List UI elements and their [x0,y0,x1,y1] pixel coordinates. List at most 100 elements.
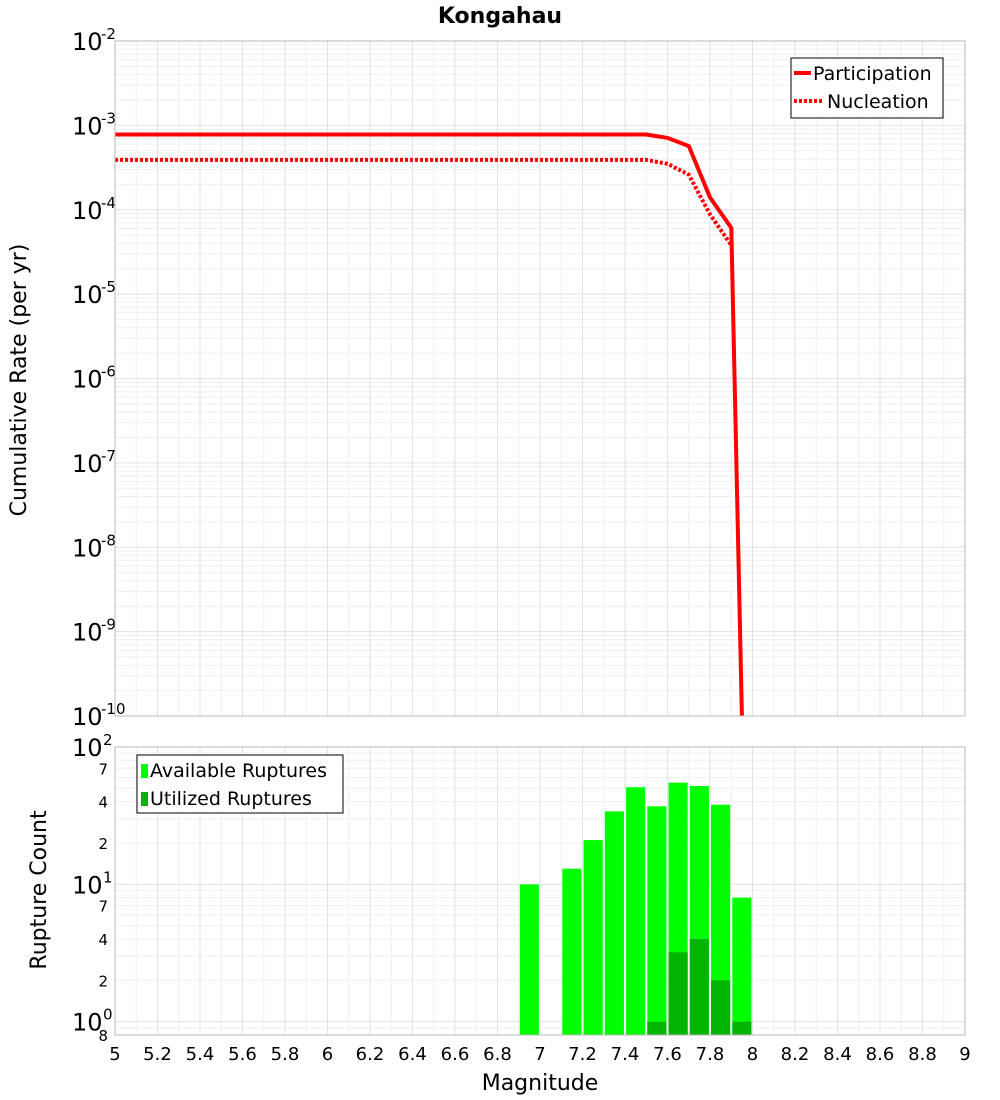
top-y-tick-label: 10-10 [72,700,126,731]
legend-utilized-label: Utilized Ruptures [150,788,312,810]
x-axis-label: Magnitude [482,1071,599,1096]
top-y-tick-label: 10-4 [72,194,116,225]
x-tick-label: 8.6 [866,1044,895,1065]
bottom-y-tick-exp: 2 [103,731,113,749]
available-bar [711,804,731,1035]
top-y-tick-exp: -2 [101,25,116,43]
x-tick-label: 7.2 [568,1044,597,1065]
bottom-y-minor-tick: 4 [98,794,108,812]
bottom-y-minor-tick: 8 [98,1027,108,1045]
available-bar [626,787,646,1035]
x-tick-label: 6.8 [483,1044,512,1065]
bottom-y-major-tick: 10 1 [72,868,113,899]
x-tick-label: 8.4 [823,1044,852,1065]
bottom-y-tick-base: 10 [72,734,103,762]
legend-nucleation-label: Nucleation [827,91,929,113]
top-y-tick-label: 10-5 [72,278,116,309]
x-tick-label: 6.6 [441,1044,470,1065]
bottom-y-minor-tick: 7 [98,760,108,778]
bottom-y-minor-tick: 4 [98,931,108,949]
top-y-tick-label: 10-3 [72,109,116,140]
top-y-tick-exp: -9 [101,616,116,634]
x-tick-label: 7.8 [696,1044,725,1065]
top-y-tick-exp: -10 [101,700,126,718]
x-tick-label: 5 [109,1044,120,1065]
utilized-bar [668,952,688,1035]
bottom-y-major-tick: 10 0 [72,1006,113,1037]
bottom-y-minor-tick: 7 [98,898,108,916]
top-legend: Participation Nucleation [790,57,944,119]
bottom-y-tick-exp: 0 [103,1006,113,1024]
top-y-ticks: 10-210-310-410-510-610-710-810-910-10 [72,25,126,731]
x-tick-label: 6.2 [356,1044,385,1065]
x-tick-label: 8.8 [908,1044,937,1065]
top-series [115,132,744,717]
utilized-bar [689,939,709,1035]
series-nucleation-line [115,157,733,247]
top-y-tick-exp: -3 [101,109,116,127]
top-y-tick-base: 10 [72,450,103,478]
available-bar [732,897,752,1035]
top-y-tick-label: 10-8 [72,531,116,562]
x-tick-label: 7.6 [653,1044,682,1065]
bottom-y-minor-tick: 2 [98,972,108,990]
available-bar [583,840,603,1035]
bottom-legend-box [136,754,344,814]
top-legend-box [790,57,944,119]
top-y-tick-label: 10-6 [72,363,116,394]
top-grid [114,40,966,717]
chart-title: Kongahau [438,4,562,29]
series-participation-line [115,132,744,717]
top-y-tick-exp: -4 [101,194,116,212]
x-tick-label: 8.2 [781,1044,810,1065]
x-tick-label: 7 [534,1044,545,1065]
top-y-tick-base: 10 [72,197,103,225]
utilized-bar [732,1021,752,1035]
x-tick-label: 6.4 [398,1044,427,1065]
available-bar [604,811,624,1035]
x-tick-label: 5.4 [186,1044,215,1065]
bottom-plot-frame [114,746,966,1036]
top-y-tick-exp: -7 [101,447,116,465]
top-y-tick-label: 10-2 [72,25,116,56]
top-y-tick-base: 10 [72,619,103,647]
utilized-bar [711,980,731,1035]
top-plot-frame [114,40,966,717]
utilized-bar [647,1021,667,1035]
bottom-y-tick-exp: 1 [103,868,113,886]
x-tick-label: 9 [959,1044,970,1065]
available-bar [647,806,667,1035]
top-y-tick-base: 10 [72,112,103,140]
top-y-tick-exp: -6 [101,363,116,381]
x-tick-label: 5.6 [228,1044,257,1065]
top-y-axis-label: Cumulative Rate (per yr) [7,244,32,517]
bottom-y-tick-base: 10 [72,871,103,899]
bottom-y-minor-tick: 2 [98,835,108,853]
x-tick-label: 5.8 [271,1044,300,1065]
x-tick-label: 8 [747,1044,758,1065]
available-bar [562,868,582,1035]
top-y-tick-label: 10-9 [72,616,116,647]
top-y-tick-base: 10 [72,703,103,731]
bottom-bars [519,782,752,1035]
top-y-tick-base: 10 [72,534,103,562]
legend-available-label: Available Ruptures [150,760,327,782]
bottom-y-tick-base: 10 [72,1009,103,1037]
bottom-x-ticks: 5 5.2 5.4 5.6 5.8 6 6.2 6.4 6.6 6.8 7 7.2 7.4 7.6 7.8 8… [109,1044,970,1065]
bottom-y-major-tick: 10 2 [72,731,113,762]
available-bar [519,884,539,1035]
top-y-tick-label: 10-7 [72,447,116,478]
top-y-tick-base: 10 [72,366,103,394]
x-tick-label: 6 [322,1044,333,1065]
legend-utilized-swatch [141,792,148,806]
legend-available-swatch [141,764,148,778]
top-y-tick-exp: -8 [101,531,116,549]
x-tick-label: 5.2 [143,1044,172,1065]
top-y-tick-base: 10 [72,28,103,56]
bottom-legend: Available Ruptures Utilized Ruptures [136,754,344,814]
x-tick-label: 7.4 [611,1044,640,1065]
top-y-tick-base: 10 [72,281,103,309]
top-y-tick-exp: -5 [101,278,116,296]
